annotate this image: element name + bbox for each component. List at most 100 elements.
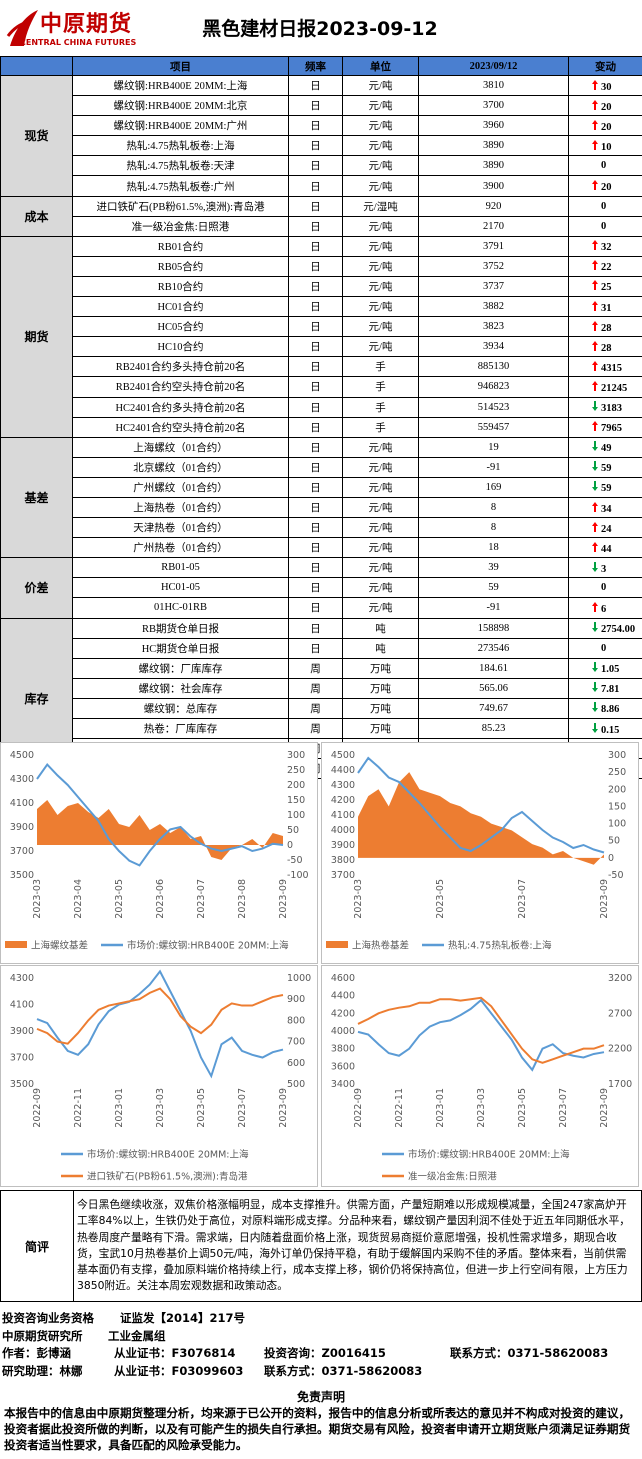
x-tick-label: 2023-05 <box>114 879 125 919</box>
x-tick-label: 2023-09 <box>278 1088 289 1128</box>
line <box>357 756 605 854</box>
y-tick-label: 4100 <box>10 798 34 809</box>
change-cell: 3183 <box>568 396 642 418</box>
y-tick-label: 3900 <box>10 1026 34 1037</box>
footer-line: 中原期货研究所 工业金属组 <box>2 1328 642 1345</box>
table-row: 广州螺纹（01合约）日元/吨 169 59 <box>1 476 642 498</box>
cell: 158898 <box>418 617 569 639</box>
legend-label: 市场价:螺纹钢:HRB400E 20MM:上海 <box>408 1149 570 1161</box>
change-cell: 24 <box>568 517 642 539</box>
cell: 广州螺纹（01合约） <box>72 476 289 498</box>
cell: 日 <box>288 456 343 478</box>
cell: 日 <box>288 74 343 97</box>
legend-swatch <box>5 941 27 948</box>
line <box>36 969 284 1079</box>
y2-tick-label: -50 <box>608 870 624 881</box>
cell: 3890 <box>418 135 569 157</box>
table-row: 库存 RB期货仓单日报日吨 158898 2754.00 <box>0 617 642 780</box>
y-tick-label: 4400 <box>331 991 355 1002</box>
table-row: 上海热卷（01合约）日元/吨 8 34 <box>1 496 642 519</box>
header-cell: 变动 <box>568 56 642 76</box>
cell: 3700 <box>418 95 569 117</box>
arrow <box>592 360 598 371</box>
arrow-icon <box>592 401 598 412</box>
header-row: 项目 频率 单位 2023/09/12 变动 <box>0 56 642 76</box>
footer-item: 从业证书：F03099603 <box>114 1363 244 1378</box>
y2-tick-label: 200 <box>608 784 626 795</box>
cell: 日 <box>288 255 343 277</box>
arrow-icon <box>592 421 598 432</box>
legend-label: 热轧:4.75热轧板卷:上海 <box>448 940 552 952</box>
cell: 热轧:4.75热轧板卷:上海 <box>72 135 289 157</box>
arrow-icon <box>592 561 598 572</box>
header: 中原期货 CENTRAL CHINA FUTURES 黑色建材日报2023-09… <box>0 0 642 56</box>
y-tick-label: 3800 <box>331 1044 355 1055</box>
arrow-icon <box>592 260 598 271</box>
group-cell: 期货 <box>0 235 73 438</box>
y2-tick-label: 3200 <box>608 973 632 984</box>
cell: 万吨 <box>342 657 419 679</box>
legend-label: 上海螺纹基差 <box>31 940 88 952</box>
cell: 3810 <box>418 74 569 97</box>
cell: 18 <box>418 537 569 559</box>
x-tick-label: 2023-03 <box>476 1088 487 1128</box>
arrow-icon <box>592 79 598 90</box>
change-value: 0 <box>601 642 607 654</box>
arrow <box>592 119 598 130</box>
cell: RB01-05 <box>72 557 289 579</box>
table-row: HC10合约日元/吨 3934 28 <box>1 336 642 358</box>
change-cell: 2754.00 <box>568 617 642 639</box>
cell: 元/吨 <box>342 175 419 197</box>
y-tick-label: 3700 <box>10 1053 34 1064</box>
cell: 吨 <box>342 617 419 639</box>
change-value: 22 <box>601 262 612 274</box>
table-row: HC2401合约空头持仓前20名日手 559457 7965 <box>1 416 642 438</box>
cell: 日 <box>288 637 343 659</box>
arrow-icon <box>592 139 598 150</box>
y-tick-label: 4600 <box>331 973 355 984</box>
arrow-icon <box>592 541 598 552</box>
cell: 日 <box>288 155 343 177</box>
cell: 885130 <box>418 356 569 378</box>
cell: 514523 <box>418 396 569 418</box>
legend-swatch <box>326 941 348 948</box>
footer-line: 研究助理：林娜 从业证书：F03099603 联系方式：0371-58620083 <box>2 1363 642 1380</box>
footer-item: 从业证书：F3076814 <box>114 1346 236 1360</box>
comment-box: 简评 今日黑色继续收涨，双焦价格涨幅明显，成本支撑推升。供需方面，产量短期难以形… <box>0 1190 642 1302</box>
cell: 日 <box>288 597 343 619</box>
arrow-icon <box>592 682 598 693</box>
cell: 日 <box>288 115 343 137</box>
legend-label: 准一级冶金焦:日照港 <box>408 1171 497 1183</box>
arrow <box>592 441 598 452</box>
cell: 946823 <box>418 376 569 398</box>
change-cell: 4315 <box>568 356 642 378</box>
cell: 749.67 <box>418 697 569 720</box>
cell: 元/吨 <box>342 235 419 257</box>
y2-tick-label: 1700 <box>608 1079 632 1090</box>
arrow <box>592 662 598 673</box>
cell: 螺纹钢：厂库库存 <box>72 657 289 679</box>
x-tick-label: 2022-11 <box>73 1088 84 1128</box>
y-tick-label: 4100 <box>331 810 355 821</box>
table-row: HC期货仓单日报日吨 273546 0 <box>1 637 642 659</box>
cell: HC10合约 <box>72 336 289 358</box>
cell: 周 <box>288 677 343 699</box>
arrow <box>592 421 598 432</box>
arrow <box>592 99 598 110</box>
x-tick-label: 2023-07 <box>558 1088 569 1128</box>
cell: 周 <box>288 717 343 740</box>
y2-tick-label: 150 <box>287 795 305 806</box>
y-tick-label: 3500 <box>10 870 34 881</box>
arrow-icon <box>592 521 598 532</box>
cell: 上海热卷（01合约） <box>72 496 289 519</box>
arrow <box>592 180 598 191</box>
change-cell: 20 <box>568 95 642 117</box>
table-row: 热轧:4.75热轧板卷:天津日元/吨 3890 0 <box>1 155 642 177</box>
cell: 2170 <box>418 215 569 237</box>
cell: 3934 <box>418 336 569 358</box>
footer-item: 投资咨询业务资格 <box>2 1311 94 1325</box>
table-row: RB2401合约空头持仓前20名日手 946823 21245 <box>1 376 642 398</box>
y2-tick-label: 0 <box>608 853 614 864</box>
table-row: 螺纹钢:HRB400E 20MM:广州日元/吨 3960 20 <box>1 115 642 137</box>
